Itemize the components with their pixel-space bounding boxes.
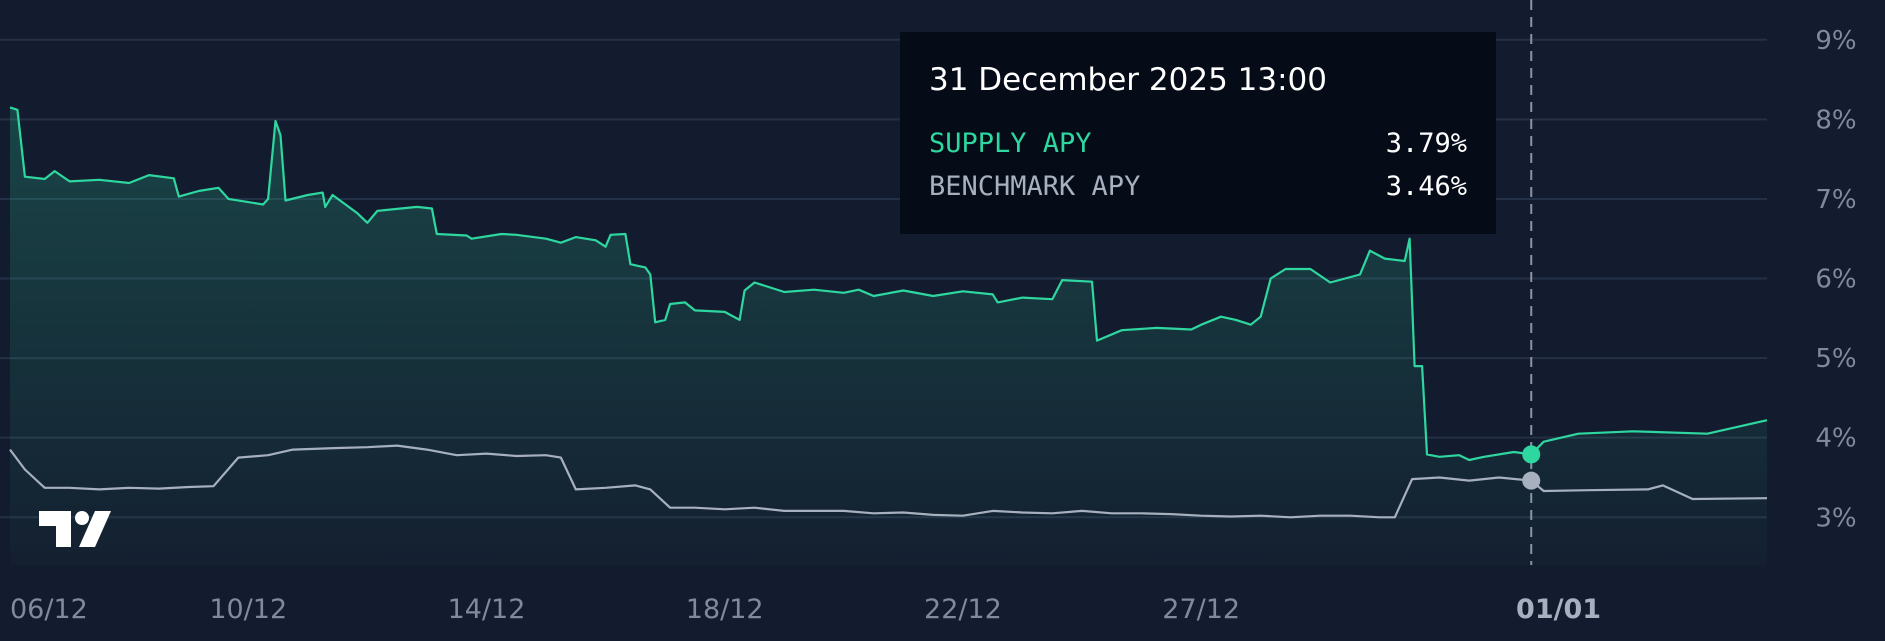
tooltip-benchmark-label: BENCHMARK APY bbox=[929, 171, 1141, 202]
y-tick-label: 6% bbox=[1815, 265, 1856, 295]
y-axis: 3% 4% 5% 6% 7% 8% 9% bbox=[1815, 26, 1856, 533]
y-tick-label: 9% bbox=[1815, 26, 1856, 56]
tooltip-row-benchmark: BENCHMARK APY 3.46% bbox=[929, 171, 1467, 202]
series-line-supply bbox=[9, 106, 1768, 462]
x-tick-label: 06/12 bbox=[10, 594, 88, 625]
series-layer bbox=[9, 106, 1768, 566]
tooltip-supply-label: SUPPLY APY bbox=[929, 128, 1092, 159]
y-tick-label: 5% bbox=[1815, 344, 1856, 374]
tooltip-supply-value: 3.79% bbox=[1385, 128, 1467, 159]
x-tick-label: 18/12 bbox=[686, 594, 764, 625]
series-area-supply bbox=[10, 107, 1767, 566]
x-tick-label: 22/12 bbox=[924, 594, 1002, 625]
x-tick-label: 27/12 bbox=[1162, 594, 1240, 625]
x-tick-label: 01/01 bbox=[1516, 594, 1601, 625]
y-tick-label: 8% bbox=[1815, 105, 1856, 135]
y-tick-label: 3% bbox=[1815, 503, 1856, 533]
x-tick-label: 10/12 bbox=[209, 594, 287, 625]
crosshair bbox=[1522, 0, 1541, 565]
tooltip-row-supply: SUPPLY APY 3.79% bbox=[929, 128, 1467, 159]
x-tick-label: 14/12 bbox=[448, 594, 526, 625]
series-line-benchmark bbox=[9, 444, 1768, 519]
crosshair-point-benchmark bbox=[1522, 471, 1541, 490]
tooltip-benchmark-value: 3.46% bbox=[1385, 171, 1467, 202]
y-tick-label: 4% bbox=[1815, 424, 1856, 454]
crosshair-point-supply bbox=[1522, 445, 1541, 464]
y-tick-label: 7% bbox=[1815, 185, 1856, 215]
tooltip-title: 31 December 2025 13:00 bbox=[929, 62, 1327, 98]
x-axis: 06/12 10/12 14/12 18/12 22/12 27/12 01/01 bbox=[10, 594, 1601, 625]
tooltip: 31 December 2025 13:00 SUPPLY APY 3.79% … bbox=[900, 32, 1496, 234]
tradingview-logo: TV bbox=[39, 511, 111, 547]
